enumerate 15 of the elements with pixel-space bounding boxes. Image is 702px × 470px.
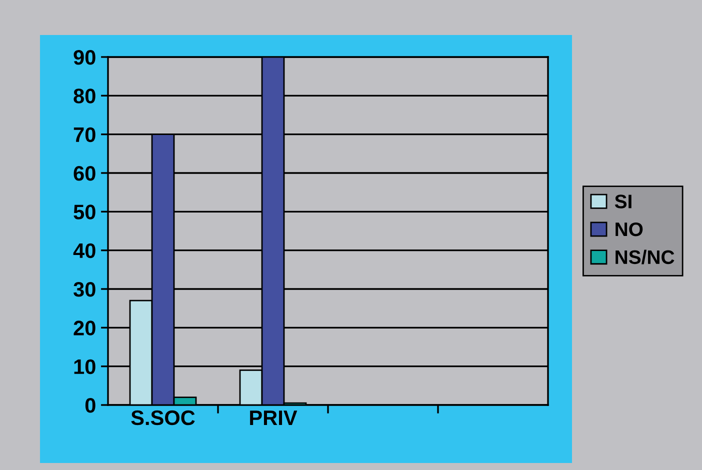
- y-tick-label: 80: [74, 88, 96, 104]
- y-tick-label: 60: [74, 166, 96, 181]
- y-tick-label: 20: [74, 320, 96, 336]
- legend-label: NO: [616, 222, 643, 236]
- y-tick-label: 30: [74, 282, 96, 297]
- legend-label: NS/NC: [616, 250, 674, 264]
- x-tick-label: S.SOC: [131, 410, 195, 426]
- legend-label: SI: [614, 194, 632, 208]
- y-tick-label: 40: [73, 243, 96, 258]
- x-tick-label: PRIV: [250, 410, 298, 425]
- y-tick-label: 70: [74, 127, 96, 142]
- y-tick-label: 0: [85, 398, 96, 413]
- y-tick-label: 50: [74, 204, 96, 220]
- y-tick-label: 10: [74, 359, 96, 374]
- y-tick-label: 90: [74, 50, 96, 65]
